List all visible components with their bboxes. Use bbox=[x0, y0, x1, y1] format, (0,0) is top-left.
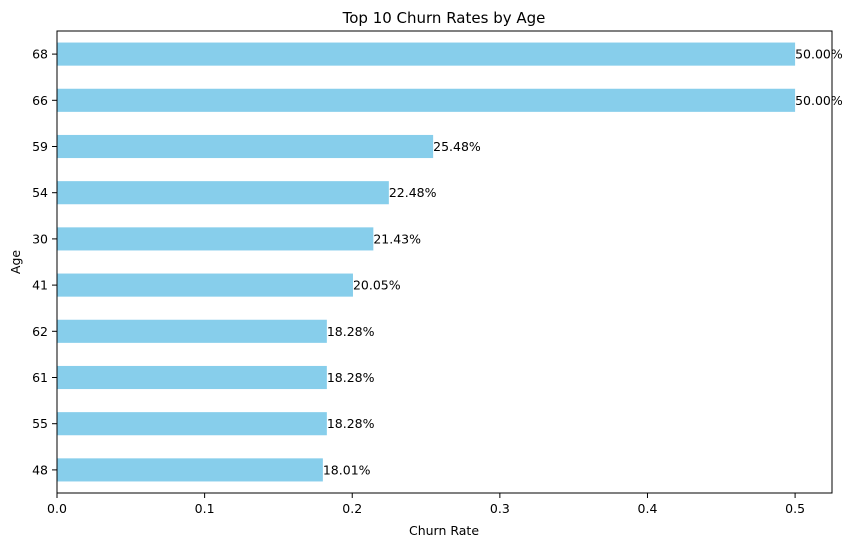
chart-title: Top 10 Churn Rates by Age bbox=[342, 9, 546, 27]
x-tick-label: 0.2 bbox=[342, 501, 362, 516]
bar-age-62 bbox=[57, 319, 327, 343]
bar-age-30 bbox=[57, 227, 374, 251]
bar-age-55 bbox=[57, 412, 327, 436]
plot-frame bbox=[56, 30, 833, 494]
y-tick-label: 55 bbox=[32, 416, 48, 431]
y-tick-label: 61 bbox=[32, 370, 48, 385]
y-tick-label: 59 bbox=[32, 139, 48, 154]
y-tick-label: 54 bbox=[32, 185, 48, 200]
y-tick-label: 62 bbox=[32, 324, 48, 339]
y-tick-label: 66 bbox=[32, 93, 48, 108]
y-tick-label: 30 bbox=[32, 231, 48, 246]
x-axis-label: Churn Rate bbox=[409, 523, 479, 538]
data-label-age-66: 50.00% bbox=[795, 93, 843, 108]
data-label-age-68: 50.00% bbox=[795, 47, 843, 62]
bar-age-48 bbox=[57, 458, 323, 482]
y-tick-label: 41 bbox=[32, 278, 48, 293]
y-tick-label: 68 bbox=[32, 47, 48, 62]
bar-age-41 bbox=[57, 273, 353, 297]
bar-age-68 bbox=[57, 42, 796, 66]
x-tick-label: 0.5 bbox=[785, 501, 805, 516]
x-tick-label: 0.0 bbox=[47, 501, 67, 516]
y-axis-label: Age bbox=[8, 250, 23, 274]
x-tick-label: 0.3 bbox=[490, 501, 510, 516]
x-tick-label: 0.4 bbox=[638, 501, 658, 516]
data-label-age-54: 22.48% bbox=[389, 185, 437, 200]
x-axis-ticks: 0.0 0.1 0.2 0.3 0.4 0.5 bbox=[47, 493, 805, 516]
bars-group bbox=[57, 42, 796, 482]
bar-age-61 bbox=[57, 365, 327, 390]
bar-age-66 bbox=[57, 88, 796, 112]
data-label-age-59: 25.48% bbox=[433, 139, 481, 154]
data-label-age-61: 18.28% bbox=[327, 370, 375, 385]
data-label-age-62: 18.28% bbox=[327, 324, 375, 339]
data-label-age-30: 21.43% bbox=[373, 231, 421, 246]
data-label-age-55: 18.28% bbox=[327, 416, 375, 431]
data-label-age-48: 18.01% bbox=[323, 462, 371, 477]
y-tick-label: 48 bbox=[32, 462, 48, 477]
bar-age-59 bbox=[57, 134, 434, 159]
y-axis-ticks: 68 66 59 54 30 41 62 61 55 48 bbox=[32, 47, 57, 477]
bar-age-54 bbox=[57, 181, 389, 205]
data-label-age-41: 20.05% bbox=[353, 278, 401, 293]
x-tick-label: 0.1 bbox=[195, 501, 215, 516]
data-labels-group: 50.00% 50.00% 25.48% 22.48% 21.43% 20.05% 18.2… bbox=[323, 47, 843, 478]
